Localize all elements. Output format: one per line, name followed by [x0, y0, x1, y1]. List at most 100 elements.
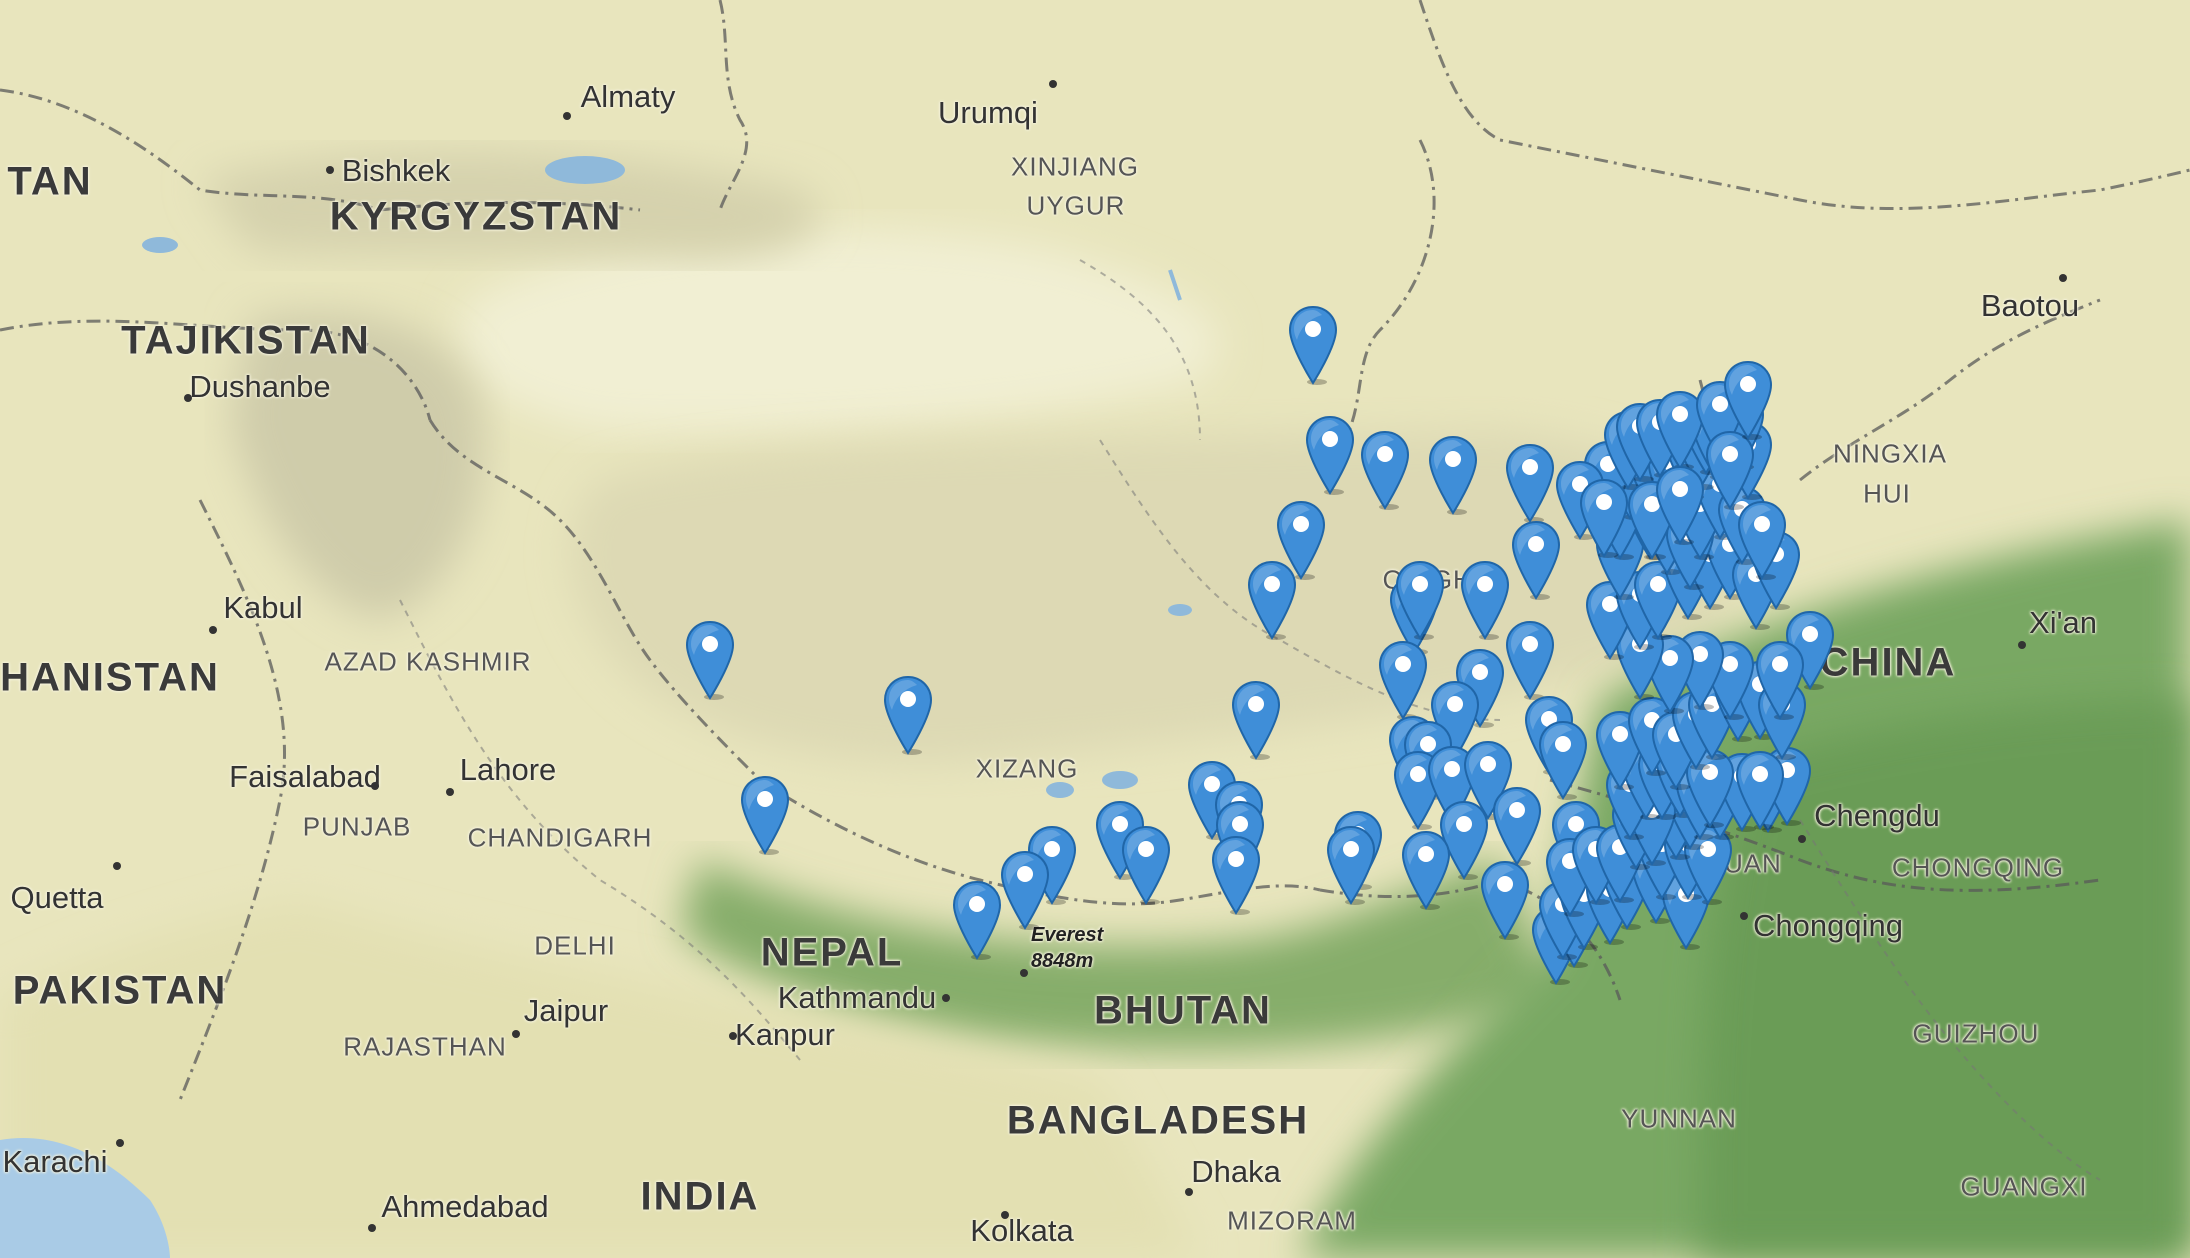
map-pin-icon[interactable]	[1305, 415, 1355, 495]
city-dot-almaty	[563, 112, 571, 120]
city-dot-kolkata	[1001, 1211, 1009, 1219]
city-label-kathmandu: Kathmandu	[777, 980, 937, 1015]
region-label-guizhou: GUIZHOU	[1912, 1018, 2040, 1049]
map-pin-icon[interactable]	[1505, 620, 1555, 700]
city-label-faisalabad: Faisalabad	[229, 759, 381, 794]
map-pin-icon[interactable]	[1737, 500, 1787, 580]
map-pin-icon[interactable]	[1360, 430, 1410, 510]
city-label-dushanbe: Dushanbe	[189, 369, 331, 404]
city-dot-dushanbe	[184, 394, 192, 402]
map-pin-icon[interactable]	[1785, 610, 1835, 690]
map-pin-icon[interactable]	[1288, 305, 1338, 385]
map-pin-icon[interactable]	[1460, 560, 1510, 640]
city-label-xian: Xi'an	[2029, 605, 2097, 640]
country-label-tan: TAN	[7, 159, 93, 204]
country-label-bangladesh: BANGLADESH	[1006, 1098, 1310, 1143]
region-label-rajasthan: RAJASTHAN	[343, 1031, 507, 1062]
country-label-india: INDIA	[640, 1174, 760, 1219]
city-dot-urumqi	[1049, 80, 1057, 88]
map-pin-icon[interactable]	[883, 675, 933, 755]
map-pin-icon[interactable]	[1579, 478, 1629, 558]
map-pin-icon[interactable]	[1439, 800, 1489, 880]
city-dot-kabul	[209, 626, 217, 634]
country-label-china: CHINA	[1819, 640, 1957, 685]
map-pin-icon[interactable]	[1121, 825, 1171, 905]
country-label-nepal: NEPAL	[760, 930, 904, 975]
map-pin-icon[interactable]	[1655, 465, 1705, 545]
region-label-chandigarh: CHANDIGARH	[467, 822, 653, 853]
map-pin-icon[interactable]	[1027, 825, 1077, 905]
map-pin-icon[interactable]	[1723, 360, 1773, 440]
map-pin-icon[interactable]	[1755, 640, 1805, 720]
region-label-hui: HUI	[1863, 478, 1911, 509]
city-dot-faisalabad	[371, 782, 379, 790]
region-label-xizang: XIZANG	[975, 753, 1079, 784]
country-label-hanistan: HANISTAN	[0, 655, 220, 700]
map-pin-icon[interactable]	[740, 775, 790, 855]
city-label-bishkek: Bishkek	[341, 153, 451, 188]
city-label-quetta: Quetta	[10, 880, 104, 915]
city-label-chengdu: Chengdu	[1814, 798, 1940, 833]
city-label-dhaka: Dhaka	[1191, 1154, 1281, 1189]
map-pin-icon[interactable]	[1480, 860, 1530, 940]
city-dot-everest	[1020, 969, 1028, 977]
map-pin-icon[interactable]	[1211, 835, 1261, 915]
map-pin-icon[interactable]	[1511, 520, 1561, 600]
region-label-delhi: DELHI	[534, 930, 616, 961]
map-pin-icon[interactable]	[1401, 830, 1451, 910]
region-label-azad-kashmir: AZAD KASHMIR	[324, 646, 532, 677]
city-label-urumqi: Urumqi	[938, 95, 1038, 130]
region-label-punjab: PUNJAB	[302, 811, 412, 842]
city-label-baotou: Baotou	[1980, 288, 2080, 323]
map-pin-icon[interactable]	[1000, 850, 1050, 930]
city-label-chongqing: Chongqing	[1753, 908, 1903, 943]
peak-label-everest: Everest 8848m	[1031, 924, 1104, 972]
map-pin-icon[interactable]	[1247, 560, 1297, 640]
region-label-mizoram: MIZORAM	[1227, 1205, 1357, 1236]
city-label-ahmedabad: Ahmedabad	[381, 1189, 549, 1224]
map-pin-icon[interactable]	[1187, 760, 1237, 840]
city-dot-karachi	[116, 1139, 124, 1147]
city-dot-chengdu	[1798, 835, 1806, 843]
city-dot-ahmedabad	[368, 1224, 376, 1232]
city-dot-quetta	[113, 862, 121, 870]
country-label-pakistan: PAKISTAN	[12, 968, 228, 1013]
map-pin-icon[interactable]	[1455, 648, 1505, 728]
map-pin-icon[interactable]	[1428, 435, 1478, 515]
region-label-uygur: UYGUR	[1026, 190, 1126, 221]
city-label-lahore: Lahore	[459, 752, 557, 787]
map-pin-icon[interactable]	[1276, 500, 1326, 580]
country-label-bhutan: BHUTAN	[1094, 988, 1272, 1033]
map-pin-icon[interactable]	[1705, 430, 1755, 510]
map-pin-icon[interactable]	[1095, 800, 1145, 880]
map-pin-icon[interactable]	[1505, 443, 1555, 523]
city-dot-baotou	[2059, 274, 2067, 282]
city-dot-dhaka	[1185, 1188, 1193, 1196]
region-label-xinjiang: XINJIANG	[1011, 151, 1139, 182]
city-label-almaty: Almaty	[580, 79, 676, 114]
map-pin-icon[interactable]	[1378, 640, 1428, 720]
city-dot-lahore	[446, 788, 454, 796]
region-label-guangxi: GUANGXI	[1960, 1171, 2088, 1202]
map-pin-icon[interactable]	[1395, 560, 1445, 640]
city-dot-kanpur	[729, 1032, 737, 1040]
city-dot-jaipur	[512, 1030, 520, 1038]
map-pin-icon[interactable]	[1326, 825, 1376, 905]
city-label-karachi: Karachi	[2, 1144, 108, 1179]
country-label-tajikistan: TAJIKISTAN	[121, 318, 371, 363]
map-pin-icon[interactable]	[1492, 786, 1542, 866]
map-pin-icon[interactable]	[685, 620, 735, 700]
map-pin-icon[interactable]	[952, 880, 1002, 960]
city-label-jaipur: Jaipur	[523, 993, 609, 1028]
region-label-ningxia: NINGXIA	[1833, 438, 1947, 469]
city-dot-bishkek	[326, 166, 334, 174]
map-pin-icon[interactable]	[1231, 680, 1281, 760]
city-dot-xian	[2018, 641, 2026, 649]
country-label-kyrgyzstan: KYRGYZSTAN	[329, 194, 623, 239]
map-pin-icon[interactable]	[1538, 720, 1588, 800]
city-label-kolkata: Kolkata	[970, 1213, 1074, 1248]
map-pin-icon[interactable]	[1735, 750, 1785, 830]
map-pin-icon[interactable]	[1555, 460, 1605, 540]
